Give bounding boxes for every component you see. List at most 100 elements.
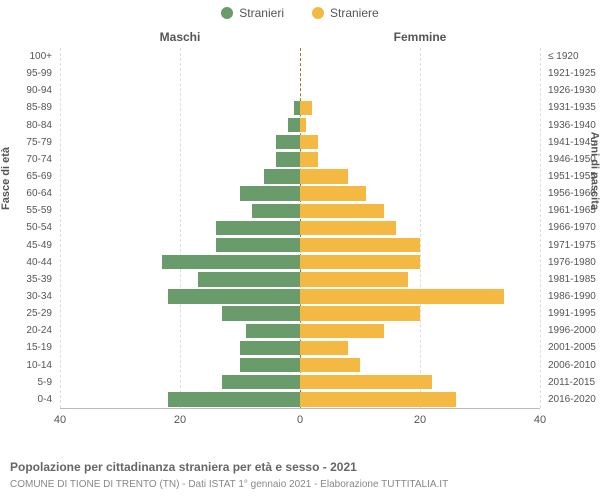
bar-female	[300, 392, 456, 406]
bar-row	[60, 322, 540, 339]
bar-male	[168, 392, 300, 406]
bar-row	[60, 202, 540, 219]
bar-female	[300, 324, 384, 338]
age-label: 85-89	[0, 99, 56, 116]
bar-row	[60, 168, 540, 185]
bar-row	[60, 134, 540, 151]
bar-row	[60, 339, 540, 356]
x-tick: 20	[414, 414, 426, 426]
y-axis-age-labels: 100+95-9990-9485-8980-8475-7970-7465-696…	[0, 48, 56, 408]
bar-female	[300, 272, 408, 286]
x-tick: 40	[54, 414, 66, 426]
bar-female	[300, 118, 306, 132]
age-label: 30-34	[0, 288, 56, 305]
age-label: 55-59	[0, 202, 56, 219]
legend-label-female: Straniere	[330, 6, 379, 20]
bar-row	[60, 288, 540, 305]
bar-male	[222, 306, 300, 320]
birth-label: ≤ 1920	[544, 48, 600, 65]
y-axis-birth-labels: ≤ 19201921-19251926-19301931-19351936-19…	[544, 48, 600, 408]
age-label: 15-19	[0, 339, 56, 356]
birth-label: 1956-1960	[544, 185, 600, 202]
bar-row	[60, 374, 540, 391]
bar-male	[252, 204, 300, 218]
bar-male	[288, 118, 300, 132]
birth-label: 1941-1945	[544, 134, 600, 151]
bar-row	[60, 305, 540, 322]
birth-label: 1926-1930	[544, 82, 600, 99]
legend-item-male: Stranieri	[221, 6, 284, 20]
chart-title: Popolazione per cittadinanza straniera p…	[10, 460, 357, 474]
age-label: 95-99	[0, 65, 56, 82]
age-label: 40-44	[0, 254, 56, 271]
birth-label: 2016-2020	[544, 391, 600, 408]
birth-label: 1946-1950	[544, 151, 600, 168]
bar-male	[168, 289, 300, 303]
age-label: 60-64	[0, 185, 56, 202]
birth-label: 1976-1980	[544, 254, 600, 271]
birth-label: 1981-1985	[544, 271, 600, 288]
age-label: 50-54	[0, 219, 56, 236]
x-axis-ticks: 402002040	[60, 412, 540, 432]
age-label: 5-9	[0, 374, 56, 391]
bar-female	[300, 135, 318, 149]
legend-item-female: Straniere	[312, 6, 379, 20]
birth-label: 1971-1975	[544, 237, 600, 254]
bar-row	[60, 185, 540, 202]
bar-male	[246, 324, 300, 338]
bar-row	[60, 391, 540, 408]
bar-row	[60, 151, 540, 168]
bar-male	[276, 135, 300, 149]
bar-female	[300, 152, 318, 166]
birth-label: 1986-1990	[544, 288, 600, 305]
birth-label: 1961-1965	[544, 202, 600, 219]
bar-female	[300, 375, 432, 389]
bar-row	[60, 65, 540, 82]
bar-male	[240, 358, 300, 372]
x-axis-line	[60, 408, 540, 409]
bar-row	[60, 82, 540, 99]
age-label: 25-29	[0, 305, 56, 322]
x-tick: 0	[297, 414, 303, 426]
x-tick: 40	[534, 414, 546, 426]
bar-row	[60, 48, 540, 65]
legend-label-male: Stranieri	[239, 6, 284, 20]
bar-row	[60, 219, 540, 236]
bar-row	[60, 237, 540, 254]
bar-male	[276, 152, 300, 166]
bar-row	[60, 357, 540, 374]
birth-label: 1991-1995	[544, 305, 600, 322]
bar-female	[300, 358, 360, 372]
bar-female	[300, 306, 420, 320]
bar-female	[300, 204, 384, 218]
age-label: 100+	[0, 48, 56, 65]
age-label: 0-4	[0, 391, 56, 408]
age-label: 20-24	[0, 322, 56, 339]
bar-female	[300, 186, 366, 200]
age-label: 80-84	[0, 117, 56, 134]
bar-male	[198, 272, 300, 286]
bar-female	[300, 255, 420, 269]
birth-label: 1966-1970	[544, 219, 600, 236]
age-label: 75-79	[0, 134, 56, 151]
population-pyramid-chart: Stranieri Straniere Maschi Femmine Fasce…	[0, 0, 600, 500]
bar-female	[300, 101, 312, 115]
birth-label: 1931-1935	[544, 99, 600, 116]
bar-female	[300, 289, 504, 303]
bar-row	[60, 99, 540, 116]
age-label: 45-49	[0, 237, 56, 254]
birth-label: 1921-1925	[544, 65, 600, 82]
birth-label: 2011-2015	[544, 374, 600, 391]
birth-label: 1936-1940	[544, 117, 600, 134]
age-label: 35-39	[0, 271, 56, 288]
plot-area	[60, 30, 540, 430]
age-label: 10-14	[0, 357, 56, 374]
bar-female	[300, 341, 348, 355]
birth-label: 2006-2010	[544, 357, 600, 374]
legend: Stranieri Straniere	[0, 0, 600, 20]
birth-label: 2001-2005	[544, 339, 600, 356]
chart-subtitle: COMUNE DI TIONE DI TRENTO (TN) - Dati IS…	[10, 479, 448, 490]
bar-row	[60, 117, 540, 134]
age-label: 65-69	[0, 168, 56, 185]
bar-female	[300, 169, 348, 183]
